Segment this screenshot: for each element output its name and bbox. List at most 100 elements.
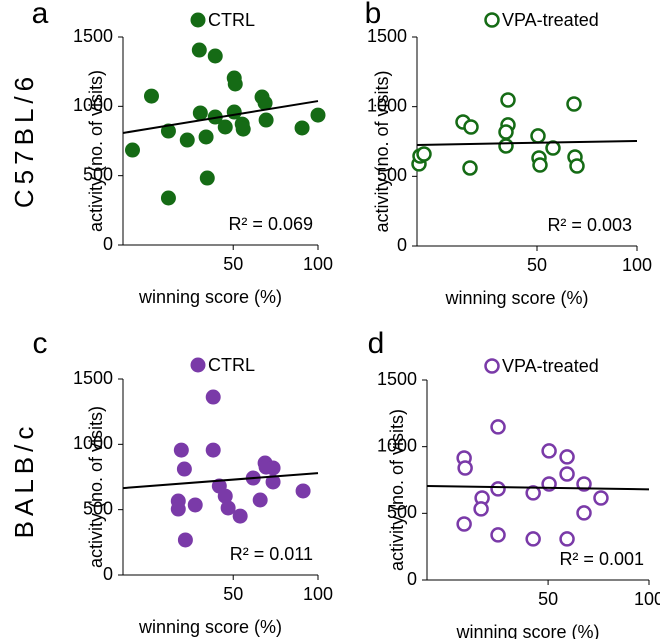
- point: [143, 88, 159, 104]
- row-label: C57BL/6: [9, 72, 39, 208]
- point: [569, 158, 585, 174]
- fit-line: [416, 139, 638, 146]
- point: [576, 505, 592, 521]
- point: [416, 146, 432, 162]
- y-tick-label: 1500: [73, 368, 113, 388]
- y-tick-label: 500: [83, 498, 113, 518]
- y-tick-label: 1500: [73, 26, 113, 46]
- legend-label: CTRL: [208, 355, 255, 375]
- point: [576, 476, 592, 492]
- point: [227, 76, 243, 92]
- point: [205, 389, 221, 405]
- point: [217, 119, 233, 135]
- point: [198, 129, 214, 145]
- x-axis-label: winning score (%): [444, 288, 588, 308]
- legend-marker: [190, 357, 206, 373]
- row-label: BALB/c: [9, 422, 39, 539]
- r-squared: R² = 0.001: [559, 549, 644, 569]
- fit-line: [426, 485, 650, 491]
- panel-label: c: [33, 327, 48, 360]
- r-squared: R² = 0.003: [547, 215, 632, 235]
- point: [559, 531, 575, 547]
- point: [191, 42, 207, 58]
- x-tick-label: 50: [527, 255, 547, 275]
- panel-label: d: [368, 327, 385, 360]
- x-axis-label: winning score (%): [138, 617, 282, 637]
- r-squared: R² = 0.011: [230, 544, 313, 564]
- x-tick-label: 50: [223, 584, 243, 604]
- point: [500, 92, 516, 108]
- point: [192, 105, 208, 121]
- point: [176, 461, 192, 477]
- point: [490, 419, 506, 435]
- y-tick-label: 0: [397, 235, 407, 255]
- point: [265, 474, 281, 490]
- point: [457, 460, 473, 476]
- y-tick-label: 1500: [367, 26, 407, 46]
- fit-line: [122, 472, 319, 490]
- point: [490, 481, 506, 497]
- point: [232, 508, 248, 524]
- y-axis-label: activity (no. of visits): [387, 409, 407, 571]
- point: [207, 48, 223, 64]
- y-tick-label: 0: [103, 234, 113, 254]
- point: [530, 128, 546, 144]
- y-tick-label: 1000: [377, 435, 417, 455]
- point: [235, 121, 251, 137]
- point: [593, 490, 609, 506]
- fit-line: [122, 100, 319, 134]
- point: [217, 488, 233, 504]
- y-axis-label: activity (no. of visits): [86, 406, 106, 568]
- y-tick-label: 500: [83, 164, 113, 184]
- point: [177, 532, 193, 548]
- point: [252, 492, 268, 508]
- point: [473, 501, 489, 517]
- point: [456, 516, 472, 532]
- point: [220, 500, 236, 516]
- x-tick-label: 50: [538, 589, 558, 609]
- legend-label: VPA-treated: [502, 10, 599, 30]
- x-tick-label: 50: [223, 254, 243, 274]
- y-tick-label: 1000: [73, 433, 113, 453]
- point: [295, 483, 311, 499]
- x-tick-label: 100: [622, 255, 652, 275]
- point: [179, 132, 195, 148]
- y-axis-label: activity (no. of visits): [86, 70, 106, 232]
- x-axis-label: winning score (%): [138, 287, 282, 307]
- point: [566, 96, 582, 112]
- x-tick-label: 100: [303, 254, 333, 274]
- point: [170, 501, 186, 517]
- y-tick-label: 1000: [367, 95, 407, 115]
- legend-marker: [484, 358, 500, 374]
- point: [265, 460, 281, 476]
- point: [310, 107, 326, 123]
- point: [498, 124, 514, 140]
- y-tick-label: 0: [407, 569, 417, 589]
- panel-label: a: [32, 0, 49, 30]
- y-tick-label: 1000: [73, 95, 113, 115]
- point: [490, 527, 506, 543]
- x-axis-label: winning score (%): [455, 622, 599, 639]
- x-tick-label: 100: [303, 584, 333, 604]
- point: [160, 190, 176, 206]
- point: [498, 138, 514, 154]
- point: [124, 142, 140, 158]
- y-axis-label: activity (no. of visits): [372, 70, 392, 232]
- point: [160, 123, 176, 139]
- point: [258, 112, 274, 128]
- point: [294, 120, 310, 136]
- legend-label: VPA-treated: [502, 356, 599, 376]
- x-tick-label: 100: [634, 589, 660, 609]
- legend-label: CTRL: [208, 10, 255, 30]
- r-squared: R² = 0.069: [228, 214, 313, 234]
- y-tick-label: 500: [377, 165, 407, 185]
- point: [559, 449, 575, 465]
- y-tick-label: 0: [103, 564, 113, 584]
- y-tick-label: 1500: [377, 369, 417, 389]
- point: [257, 95, 273, 111]
- point: [462, 160, 478, 176]
- point: [541, 443, 557, 459]
- point: [173, 442, 189, 458]
- y-tick-label: 500: [387, 502, 417, 522]
- panel-label: b: [365, 0, 382, 30]
